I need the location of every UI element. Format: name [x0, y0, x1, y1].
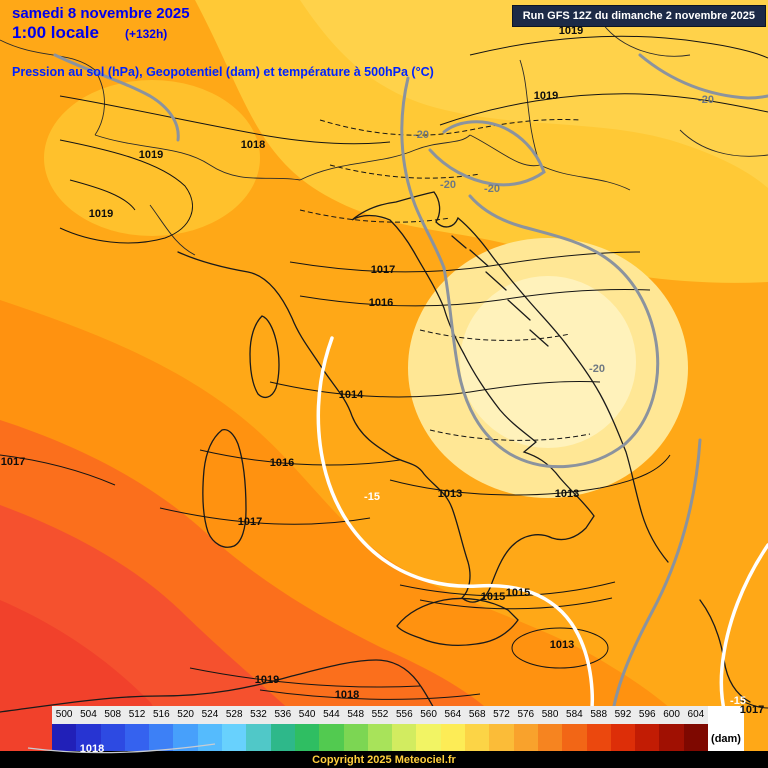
colorbar-cell: 532	[246, 706, 271, 751]
map-subtitle: Pression au sol (hPa), Geopotentiel (dam…	[12, 65, 434, 79]
copyright-text: Copyright 2025 Meteociel.fr	[312, 753, 456, 766]
colorbar-swatch	[319, 724, 344, 751]
colorbar-swatch	[416, 724, 441, 751]
colorbar-swatch	[52, 724, 77, 751]
colorbar-swatch	[294, 724, 320, 751]
colorbar-cell: 544	[319, 706, 344, 751]
colorbar-swatch	[465, 724, 490, 751]
colorbar-value: 500	[52, 706, 77, 724]
colorbar-cell: 548	[343, 706, 368, 751]
colorbar-cell: 572	[489, 706, 514, 751]
colorbar-value: 580	[537, 706, 563, 724]
colorbar-value: 572	[489, 706, 514, 724]
colorbar-value: 528	[222, 706, 247, 724]
colorbar-value: 556	[392, 706, 417, 724]
colorbar-value: 592	[610, 706, 636, 724]
colorbar-value: 548	[343, 706, 368, 724]
colorbar-swatch	[392, 724, 417, 751]
colorbar-swatch	[659, 724, 684, 751]
colorbar-cell: 584	[562, 706, 587, 751]
forecast-offset: (+132h)	[124, 27, 168, 41]
colorbar-cell: 508	[100, 706, 125, 751]
colorbar-swatch	[100, 724, 125, 751]
copyright-bar: Copyright 2025 Meteociel.fr	[0, 751, 768, 768]
colorbar-value: 596	[635, 706, 660, 724]
colorbar-value: 540	[294, 706, 320, 724]
colorbar-swatch	[586, 724, 611, 751]
colorbar-cell: 588	[586, 706, 611, 751]
colorbar-cell: 576	[513, 706, 538, 751]
colorbar-cell: 512	[124, 706, 150, 751]
colorbar-cell: 604	[683, 706, 709, 751]
colorbar-swatch	[149, 724, 174, 751]
local-time: 1:00 locale	[12, 23, 99, 42]
colorbar-cell: 600	[659, 706, 684, 751]
colorbar-swatch	[683, 724, 709, 751]
colorbar-value: 536	[270, 706, 295, 724]
colorbar-swatch	[537, 724, 563, 751]
colorbar-value: 584	[562, 706, 587, 724]
colorbar-swatch	[76, 724, 101, 751]
colorbar-unit-label: (dam)	[708, 706, 745, 751]
colorbar-value: 544	[319, 706, 344, 724]
colorbar-cell: 520	[173, 706, 198, 751]
colorbar-cell: 564	[440, 706, 466, 751]
colorbar-swatch	[343, 724, 368, 751]
colorbar-value: 524	[197, 706, 223, 724]
colorbar-cell: 504	[76, 706, 101, 751]
colorbar-swatch	[635, 724, 660, 751]
colorbar-swatch	[270, 724, 295, 751]
colorbar-cell: 552	[367, 706, 393, 751]
colorbar-cell: 540	[294, 706, 320, 751]
colorbar-cell: 528	[222, 706, 247, 751]
colorbar-swatch	[440, 724, 466, 751]
colorbar-cell: 524	[197, 706, 223, 751]
colorbar-value: 504	[76, 706, 101, 724]
colorbar-cell: 568	[465, 706, 490, 751]
colorbar-value: 520	[173, 706, 198, 724]
colorbar-swatch	[124, 724, 150, 751]
colorbar-cell: 596	[635, 706, 660, 751]
country-borders	[0, 19, 768, 256]
colorbar-cell: 580	[537, 706, 563, 751]
colorbar-cell: 516	[149, 706, 174, 751]
colorbar-value: 564	[440, 706, 466, 724]
colorbar: 500 504 508 512 516 520 524 528 532 536 540 544 548 5…	[52, 706, 745, 751]
date-line: samedi 8 novembre 2025	[12, 5, 190, 22]
colorbar-swatch	[246, 724, 271, 751]
colorbar-swatch	[489, 724, 514, 751]
colorbar-value: 512	[124, 706, 150, 724]
colorbar-cell: 536	[270, 706, 295, 751]
colorbar-value: 568	[465, 706, 490, 724]
colorbar-cell: 560	[416, 706, 441, 751]
colorbar-cell: 556	[392, 706, 417, 751]
colorbar-value: 560	[416, 706, 441, 724]
colorbar-value: 516	[149, 706, 174, 724]
colorbar-swatch	[513, 724, 538, 751]
colorbar-value: 508	[100, 706, 125, 724]
colorbar-cell: 592	[610, 706, 636, 751]
colorbar-swatch	[610, 724, 636, 751]
colorbar-value: 552	[367, 706, 393, 724]
run-banner: Run GFS 12Z du dimanche 2 novembre 2025	[511, 5, 766, 27]
colorbar-swatch	[367, 724, 393, 751]
time-line: 1:00 locale (+132h)	[12, 23, 167, 43]
colorbar-cell: 500	[52, 706, 77, 751]
colorbar-value: 588	[586, 706, 611, 724]
colorbar-swatch	[173, 724, 198, 751]
colorbar-value: 600	[659, 706, 684, 724]
colorbar-value: 532	[246, 706, 271, 724]
colorbar-value: 604	[683, 706, 709, 724]
colorbar-value: 576	[513, 706, 538, 724]
colorbar-swatch	[222, 724, 247, 751]
colorbar-swatch	[562, 724, 587, 751]
colorbar-swatch	[197, 724, 223, 751]
